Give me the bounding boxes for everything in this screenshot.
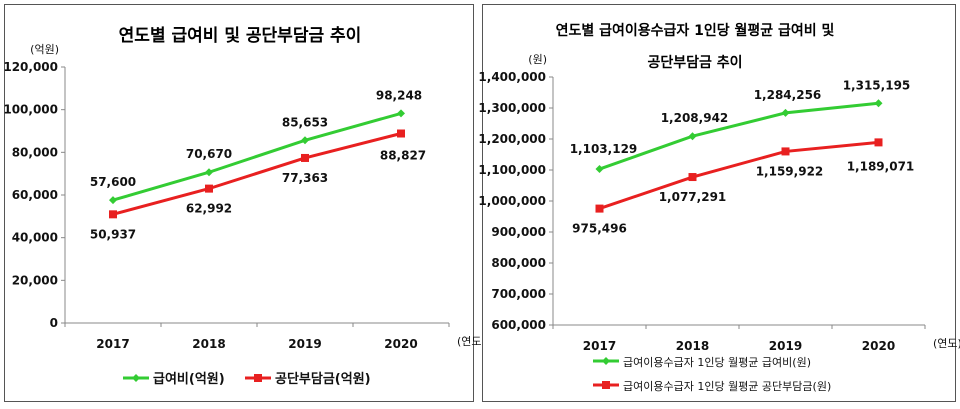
series-line-1 — [599, 101, 879, 171]
y-tick-label: 1,300,000 — [478, 101, 546, 115]
y-tick-label: 600,000 — [491, 318, 546, 332]
data-label: 62,992 — [186, 202, 232, 216]
data-label: 1,077,291 — [659, 190, 727, 204]
y-tick-label: 20,000 — [12, 273, 58, 287]
data-point — [595, 204, 604, 213]
data-point — [109, 210, 117, 219]
data-label: 975,496 — [572, 222, 627, 236]
data-point — [595, 165, 604, 174]
data-point — [781, 147, 790, 156]
y-tick-label: 1,200,000 — [478, 132, 546, 146]
chart-panel-benefit-totals: 연도별 급여비 및 공단부담금 추이 (억원) (연도) 0 20,000 40,000 6… — [3, 4, 486, 402]
x-axis-unit: (연도) — [933, 337, 960, 350]
data-point — [874, 99, 883, 108]
x-axis-unit: (연도) — [457, 335, 486, 348]
y-tick-label: 60,000 — [12, 188, 58, 202]
data-label: 85,653 — [282, 115, 328, 129]
y-tick-label: 1,000,000 — [478, 194, 546, 208]
data-point — [205, 168, 213, 177]
chart-title-line-1: 연도별 급여이용수급자 1인당 월평균 급여비 및 — [556, 22, 835, 39]
data-label: 1,208,942 — [661, 111, 729, 125]
y-tick-label: 100,000 — [3, 103, 58, 117]
y-tick-label: 700,000 — [491, 287, 546, 301]
y-tick-label: 40,000 — [12, 231, 58, 245]
x-tick-label: 2019 — [769, 339, 802, 353]
legend-entry: 급여비(억원) — [153, 371, 225, 387]
y-tick-label: 800,000 — [491, 256, 546, 270]
series-line-2 — [599, 140, 879, 211]
y-tick-label: 80,000 — [12, 145, 58, 159]
legend-marker — [254, 374, 262, 382]
data-point — [688, 173, 697, 182]
y-axis-unit: (원) — [528, 53, 547, 66]
legend-entry: 공단부담금(억원) — [275, 371, 371, 387]
data-label: 1,159,922 — [756, 164, 824, 178]
legend-entry: 급여이용수급자 1인당 월평균 급여비(원) — [623, 356, 811, 369]
data-point — [397, 129, 405, 138]
legend-marker — [602, 357, 610, 365]
x-tick-label: 2019 — [288, 337, 321, 351]
data-point — [301, 153, 309, 162]
data-point — [205, 184, 213, 193]
y-tick-label: 900,000 — [491, 225, 546, 239]
series-line-2 — [112, 132, 402, 216]
y-tick-label: 120,000 — [3, 60, 58, 74]
data-point — [109, 196, 117, 205]
data-label: 1,284,256 — [754, 88, 822, 102]
x-tick-label: 2018 — [192, 337, 225, 351]
data-point — [874, 138, 883, 147]
x-tick-label: 2020 — [862, 339, 895, 353]
data-point — [688, 132, 697, 141]
series-line-1 — [112, 111, 402, 202]
data-label: 57,600 — [90, 175, 136, 189]
chart-title: 연도별 급여비 및 공단부담금 추이 — [119, 26, 362, 46]
data-label: 77,363 — [282, 171, 328, 185]
data-label: 1,189,071 — [847, 159, 915, 173]
data-label: 1,103,129 — [570, 142, 638, 156]
y-axis-unit: (억원) — [30, 43, 59, 56]
legend-entry: 급여이용수급자 1인당 월평균 공단부담금(원) — [623, 380, 831, 393]
data-label: 98,248 — [376, 88, 422, 102]
data-label: 50,937 — [90, 227, 136, 241]
data-label: 70,670 — [186, 147, 232, 161]
legend-marker — [132, 374, 140, 382]
y-tick-label: 1,100,000 — [478, 163, 546, 177]
data-label: 1,315,195 — [843, 78, 911, 92]
data-point — [301, 136, 309, 145]
y-tick-label: 0 — [50, 316, 58, 330]
x-tick-label: 2018 — [676, 339, 709, 353]
chart-title-line-2: 공단부담금 추이 — [647, 54, 742, 71]
legend-marker — [602, 381, 610, 389]
data-point — [397, 109, 405, 118]
y-tick-label: 1,400,000 — [478, 70, 546, 84]
data-label: 88,827 — [380, 149, 426, 163]
data-point — [781, 108, 790, 117]
x-tick-label: 2020 — [384, 337, 417, 351]
x-tick-label: 2017 — [583, 339, 616, 353]
line-chart-benefit-totals: 연도별 급여비 및 공단부담금 추이 (억원) (연도) 0 20,000 40,000 6… — [3, 26, 485, 387]
x-tick-label: 2017 — [96, 337, 129, 351]
